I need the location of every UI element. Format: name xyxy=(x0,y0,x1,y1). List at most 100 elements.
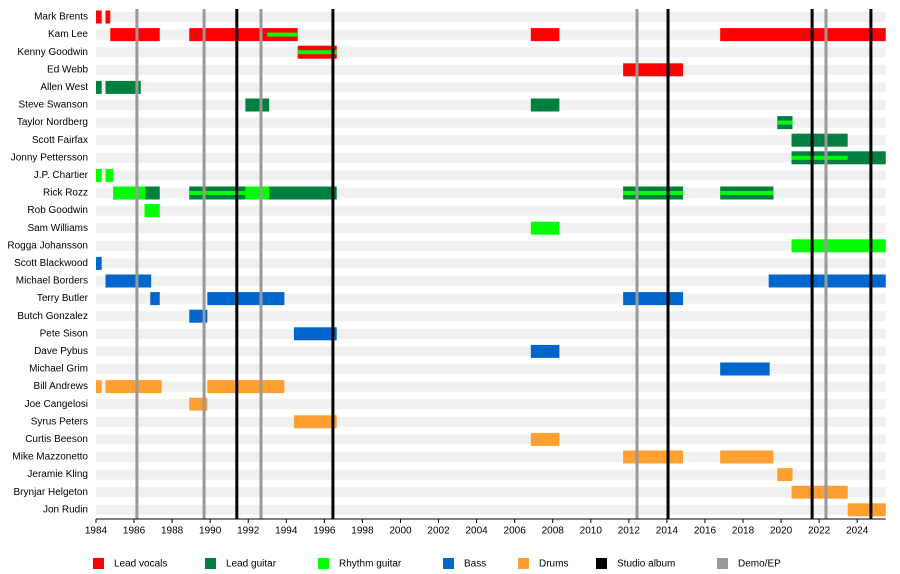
row-band xyxy=(96,381,886,392)
row-band xyxy=(96,100,886,110)
member-name: Scott Fairfax xyxy=(32,135,88,146)
row-band xyxy=(96,364,886,374)
row-band xyxy=(96,47,886,58)
legend-label: Lead vocals xyxy=(114,559,167,570)
member-name: Rick Rozz xyxy=(43,188,88,199)
row-band xyxy=(96,416,886,427)
role-bar xyxy=(791,485,848,499)
role-bar xyxy=(791,133,848,147)
legend-swatch xyxy=(717,558,728,569)
role-stripe xyxy=(297,50,337,55)
row-band xyxy=(96,135,886,146)
member-name: Jeramie Kling xyxy=(27,469,88,480)
x-tick-label: 2018 xyxy=(732,526,755,537)
member-name: Michael Grim xyxy=(29,364,88,375)
row-band xyxy=(96,170,886,181)
x-tick-label: 1998 xyxy=(351,526,374,537)
member-name: Michael Borders xyxy=(16,276,88,287)
row-band xyxy=(96,29,886,40)
member-name: Dave Pybus xyxy=(34,346,88,357)
role-bar xyxy=(530,432,560,446)
role-stripe xyxy=(791,155,848,160)
member-name: Pete Sison xyxy=(40,328,88,339)
role-stripe xyxy=(189,191,246,195)
legend-swatch xyxy=(93,558,104,569)
x-tick-label: 1994 xyxy=(275,526,298,537)
row-band xyxy=(96,12,886,22)
member-name: Curtis Beeson xyxy=(25,434,88,445)
x-tick-label: 1992 xyxy=(237,526,260,537)
member-name: Rob Goodwin xyxy=(27,205,88,216)
legend-swatch xyxy=(205,558,216,569)
member-name: Mike Mazzonetto xyxy=(12,452,88,463)
x-tick-label: 1990 xyxy=(199,526,222,537)
row-band xyxy=(96,276,886,286)
role-stripe xyxy=(623,191,684,195)
role-bar xyxy=(720,28,886,42)
row-band xyxy=(96,117,886,128)
member-name: J.P. Chartier xyxy=(34,170,89,181)
role-bar xyxy=(96,256,102,270)
row-band xyxy=(96,311,886,322)
row-band xyxy=(96,82,886,93)
role-bar xyxy=(105,380,162,394)
role-bar xyxy=(623,292,684,306)
row-band xyxy=(96,469,886,480)
role-bar xyxy=(207,380,285,394)
x-tick-label: 2000 xyxy=(389,526,412,537)
legend-label: Rhythm guitar xyxy=(339,559,402,570)
x-tick-label: 2014 xyxy=(656,526,679,537)
legend-label: Drums xyxy=(539,559,568,570)
member-name: Syrus Peters xyxy=(31,416,88,427)
legend-label: Bass xyxy=(464,559,486,570)
role-bar xyxy=(105,80,141,94)
row-band xyxy=(96,434,886,445)
legend-label: Lead guitar xyxy=(226,559,277,570)
member-name: Jonny Pettersson xyxy=(11,152,88,163)
role-bar xyxy=(293,415,337,429)
member-name: Ed Webb xyxy=(47,64,88,75)
legend-swatch xyxy=(518,558,529,569)
role-bar xyxy=(623,450,684,464)
x-tick-label: 1984 xyxy=(85,526,108,537)
role-bar xyxy=(777,468,793,482)
role-bar xyxy=(720,362,770,376)
role-bar xyxy=(245,98,270,112)
role-bar xyxy=(150,292,160,306)
x-tick-label: 2024 xyxy=(846,526,869,537)
role-stripe xyxy=(720,191,774,195)
legend-label: Demo/EP xyxy=(738,559,781,570)
member-name: Taylor Nordberg xyxy=(17,117,88,128)
member-name: Scott Blackwood xyxy=(14,258,88,269)
role-bar xyxy=(623,63,684,77)
role-stripe xyxy=(267,32,298,37)
role-bar xyxy=(189,28,298,42)
member-name: Sam Williams xyxy=(27,223,88,234)
x-tick-label: 2006 xyxy=(504,526,527,537)
role-bar xyxy=(96,380,102,394)
member-name: Allen West xyxy=(40,82,88,93)
row-band xyxy=(96,205,886,216)
x-tick-label: 2004 xyxy=(465,526,488,537)
role-bar xyxy=(720,450,774,464)
role-bar xyxy=(530,221,560,235)
role-bar xyxy=(96,10,102,24)
member-name: Jon Rudin xyxy=(43,504,88,515)
role-bar xyxy=(791,239,886,253)
member-name: Mark Brents xyxy=(34,12,88,23)
row-band xyxy=(96,346,886,357)
legend-label: Studio album xyxy=(617,559,675,570)
row-band xyxy=(96,240,886,251)
member-name: Steve Swanson xyxy=(19,100,89,111)
row-band xyxy=(96,223,886,234)
role-bar xyxy=(113,186,146,200)
role-bar xyxy=(207,292,285,306)
role-bar xyxy=(245,186,270,200)
row-band xyxy=(96,152,886,163)
role-bar xyxy=(530,344,560,358)
role-stripe xyxy=(777,120,793,125)
role-bar xyxy=(105,10,111,24)
role-bar xyxy=(530,28,560,42)
role-bar xyxy=(110,28,160,42)
